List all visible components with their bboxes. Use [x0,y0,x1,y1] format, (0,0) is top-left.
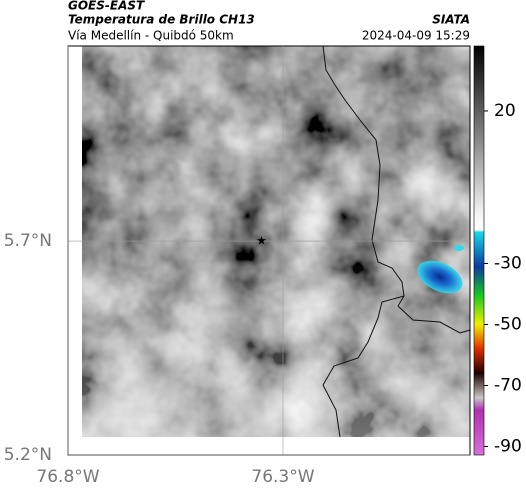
satellite-image [82,46,470,437]
colorbar [473,45,485,456]
colorbar-tick-label: -50 [494,314,522,334]
image-shade [82,46,470,437]
y-tick-label: 5.7°N [4,231,52,251]
borders [322,45,471,438]
colorbar-tick-label: -30 [494,253,522,273]
header: GOES-EAST Temperatura de Brillo CH13 SIA… [68,0,470,43]
colorbar-tick-label: -70 [494,375,522,395]
cold-cloud [454,245,464,251]
border [322,295,405,438]
agency: SIATA [432,13,470,27]
subtitle: Vía Medellín - Quibdó 50km [68,29,234,43]
source: GOES-EAST [68,0,145,13]
border [322,45,471,334]
timestamp: 2024-04-09 15:29 [362,29,470,43]
cold-cloud [417,260,463,294]
grid [67,46,470,456]
colorbar-tick-label: 20 [494,101,516,121]
location-marker: ★ [256,234,267,248]
title: Temperatura de Brillo CH13 [68,13,255,27]
x-tick-label: 76.8°W [36,467,99,487]
y-tick-label: 5.2°N [4,445,52,465]
colorbar-tick-label: -90 [494,436,522,456]
x-tick-label: 76.3°W [251,467,314,487]
